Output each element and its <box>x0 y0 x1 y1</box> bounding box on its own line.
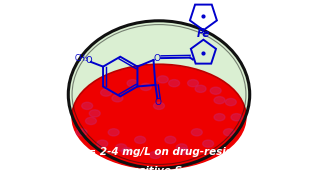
Ellipse shape <box>195 85 206 92</box>
Ellipse shape <box>82 102 93 109</box>
Ellipse shape <box>89 110 100 117</box>
Ellipse shape <box>203 140 214 147</box>
Ellipse shape <box>97 140 108 147</box>
Text: and -sensitive S. aureus: and -sensitive S. aureus <box>89 166 229 176</box>
Text: O: O <box>85 56 92 65</box>
Ellipse shape <box>150 151 161 159</box>
Ellipse shape <box>214 114 225 121</box>
Ellipse shape <box>72 65 246 169</box>
Ellipse shape <box>112 95 123 102</box>
Ellipse shape <box>176 144 187 151</box>
Ellipse shape <box>135 136 146 143</box>
Ellipse shape <box>157 76 168 83</box>
Ellipse shape <box>165 136 176 143</box>
Ellipse shape <box>225 98 236 106</box>
Ellipse shape <box>178 148 189 155</box>
Ellipse shape <box>100 89 112 96</box>
Ellipse shape <box>108 129 119 136</box>
Ellipse shape <box>86 117 96 125</box>
Ellipse shape <box>191 129 202 136</box>
Ellipse shape <box>69 22 249 167</box>
Ellipse shape <box>140 83 151 91</box>
Ellipse shape <box>214 97 225 104</box>
Ellipse shape <box>154 102 164 109</box>
Ellipse shape <box>224 129 234 136</box>
Ellipse shape <box>76 129 87 136</box>
Ellipse shape <box>68 21 250 168</box>
Ellipse shape <box>121 148 132 155</box>
Text: CH₃: CH₃ <box>75 54 89 63</box>
Text: MIC = 2-4 mg/L on drug-resistant: MIC = 2-4 mg/L on drug-resistant <box>62 147 256 157</box>
Ellipse shape <box>116 144 127 151</box>
Text: Fe: Fe <box>197 29 210 39</box>
Text: O: O <box>153 54 160 63</box>
Ellipse shape <box>127 80 138 87</box>
Ellipse shape <box>188 80 198 87</box>
Ellipse shape <box>231 114 242 121</box>
Ellipse shape <box>169 80 180 87</box>
Ellipse shape <box>210 87 221 94</box>
Text: O: O <box>155 98 162 107</box>
